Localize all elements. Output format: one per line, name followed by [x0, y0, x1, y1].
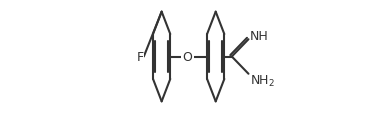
- Text: F: F: [136, 51, 144, 63]
- Text: NH$_2$: NH$_2$: [250, 73, 275, 88]
- Text: NH: NH: [250, 30, 268, 43]
- Text: O: O: [183, 51, 192, 63]
